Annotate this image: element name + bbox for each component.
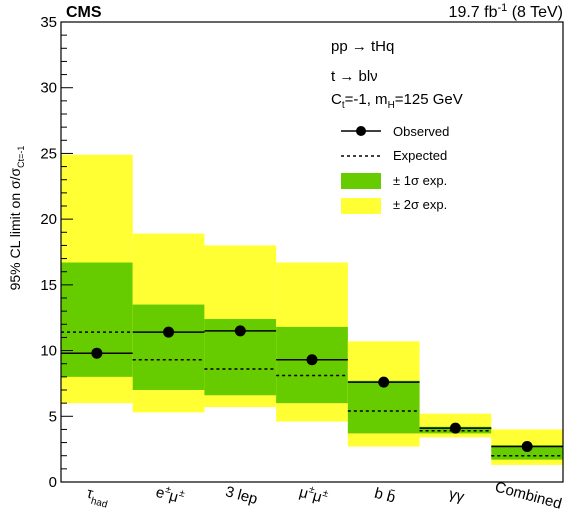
observed-point xyxy=(521,441,533,453)
legend-1sigma-label: ± 1σ exp. xyxy=(393,173,447,188)
x-category-label: γγ xyxy=(447,486,466,506)
x-category-label: 3 lep xyxy=(224,483,260,508)
observed-point xyxy=(306,354,318,366)
band-1sigma xyxy=(132,304,205,390)
legend-process: pp → tHq xyxy=(331,38,394,55)
x-category-label: b b̄ xyxy=(373,485,398,507)
experiment-label: CMS xyxy=(66,4,102,21)
y-tick-label: 35 xyxy=(40,14,57,31)
legend-decay: t → blν xyxy=(331,68,378,85)
observed-point xyxy=(449,422,461,434)
y-tick-label: 30 xyxy=(40,80,57,97)
legend-params: Ct=-1, mH=125 GeV xyxy=(331,91,463,111)
legend-2sigma-swatch xyxy=(341,198,381,214)
observed-point xyxy=(234,325,246,337)
bands-layer xyxy=(61,154,563,465)
band-1sigma xyxy=(61,262,133,377)
legend-2sigma-label: ± 2σ exp. xyxy=(393,197,447,212)
y-axis-title: 95% CL limit on σ/σCt=-1 xyxy=(7,146,26,291)
y-tick-label: 10 xyxy=(40,343,57,360)
y-tick-label: 0 xyxy=(49,474,57,491)
y-tick-label: 5 xyxy=(49,408,57,425)
x-category-label: μ±μ± xyxy=(297,482,330,508)
y-axis: 0 5 10 15 20 25 30 35 xyxy=(40,14,73,491)
band-1sigma xyxy=(347,380,420,434)
y-tick-label: 25 xyxy=(40,145,57,162)
observed-point xyxy=(91,347,103,359)
x-category-label: e±μ± xyxy=(154,482,186,508)
legend: pp → tHq t → blν Ct=-1, mH=125 GeV Obser… xyxy=(331,38,463,214)
legend-1sigma-swatch xyxy=(341,173,381,189)
legend-observed-marker xyxy=(356,126,366,136)
x-category-label: Combined xyxy=(493,479,563,513)
lumi-label: 19.7 fb-1 (8 TeV) xyxy=(449,2,563,21)
observed-point xyxy=(163,326,175,338)
plot-frame xyxy=(60,21,564,483)
legend-expected-label: Expected xyxy=(393,148,447,163)
band-1sigma xyxy=(491,445,563,460)
observed-layer xyxy=(61,325,563,453)
x-category-label: τhad xyxy=(84,485,111,511)
y-tick-label: 20 xyxy=(40,211,57,228)
observed-point xyxy=(378,376,390,388)
x-axis: τhad e±μ± 3 lep μ±μ± b b̄ γγ Combined xyxy=(84,479,564,513)
legend-observed-label: Observed xyxy=(393,124,449,139)
y-tick-label: 15 xyxy=(40,277,57,294)
